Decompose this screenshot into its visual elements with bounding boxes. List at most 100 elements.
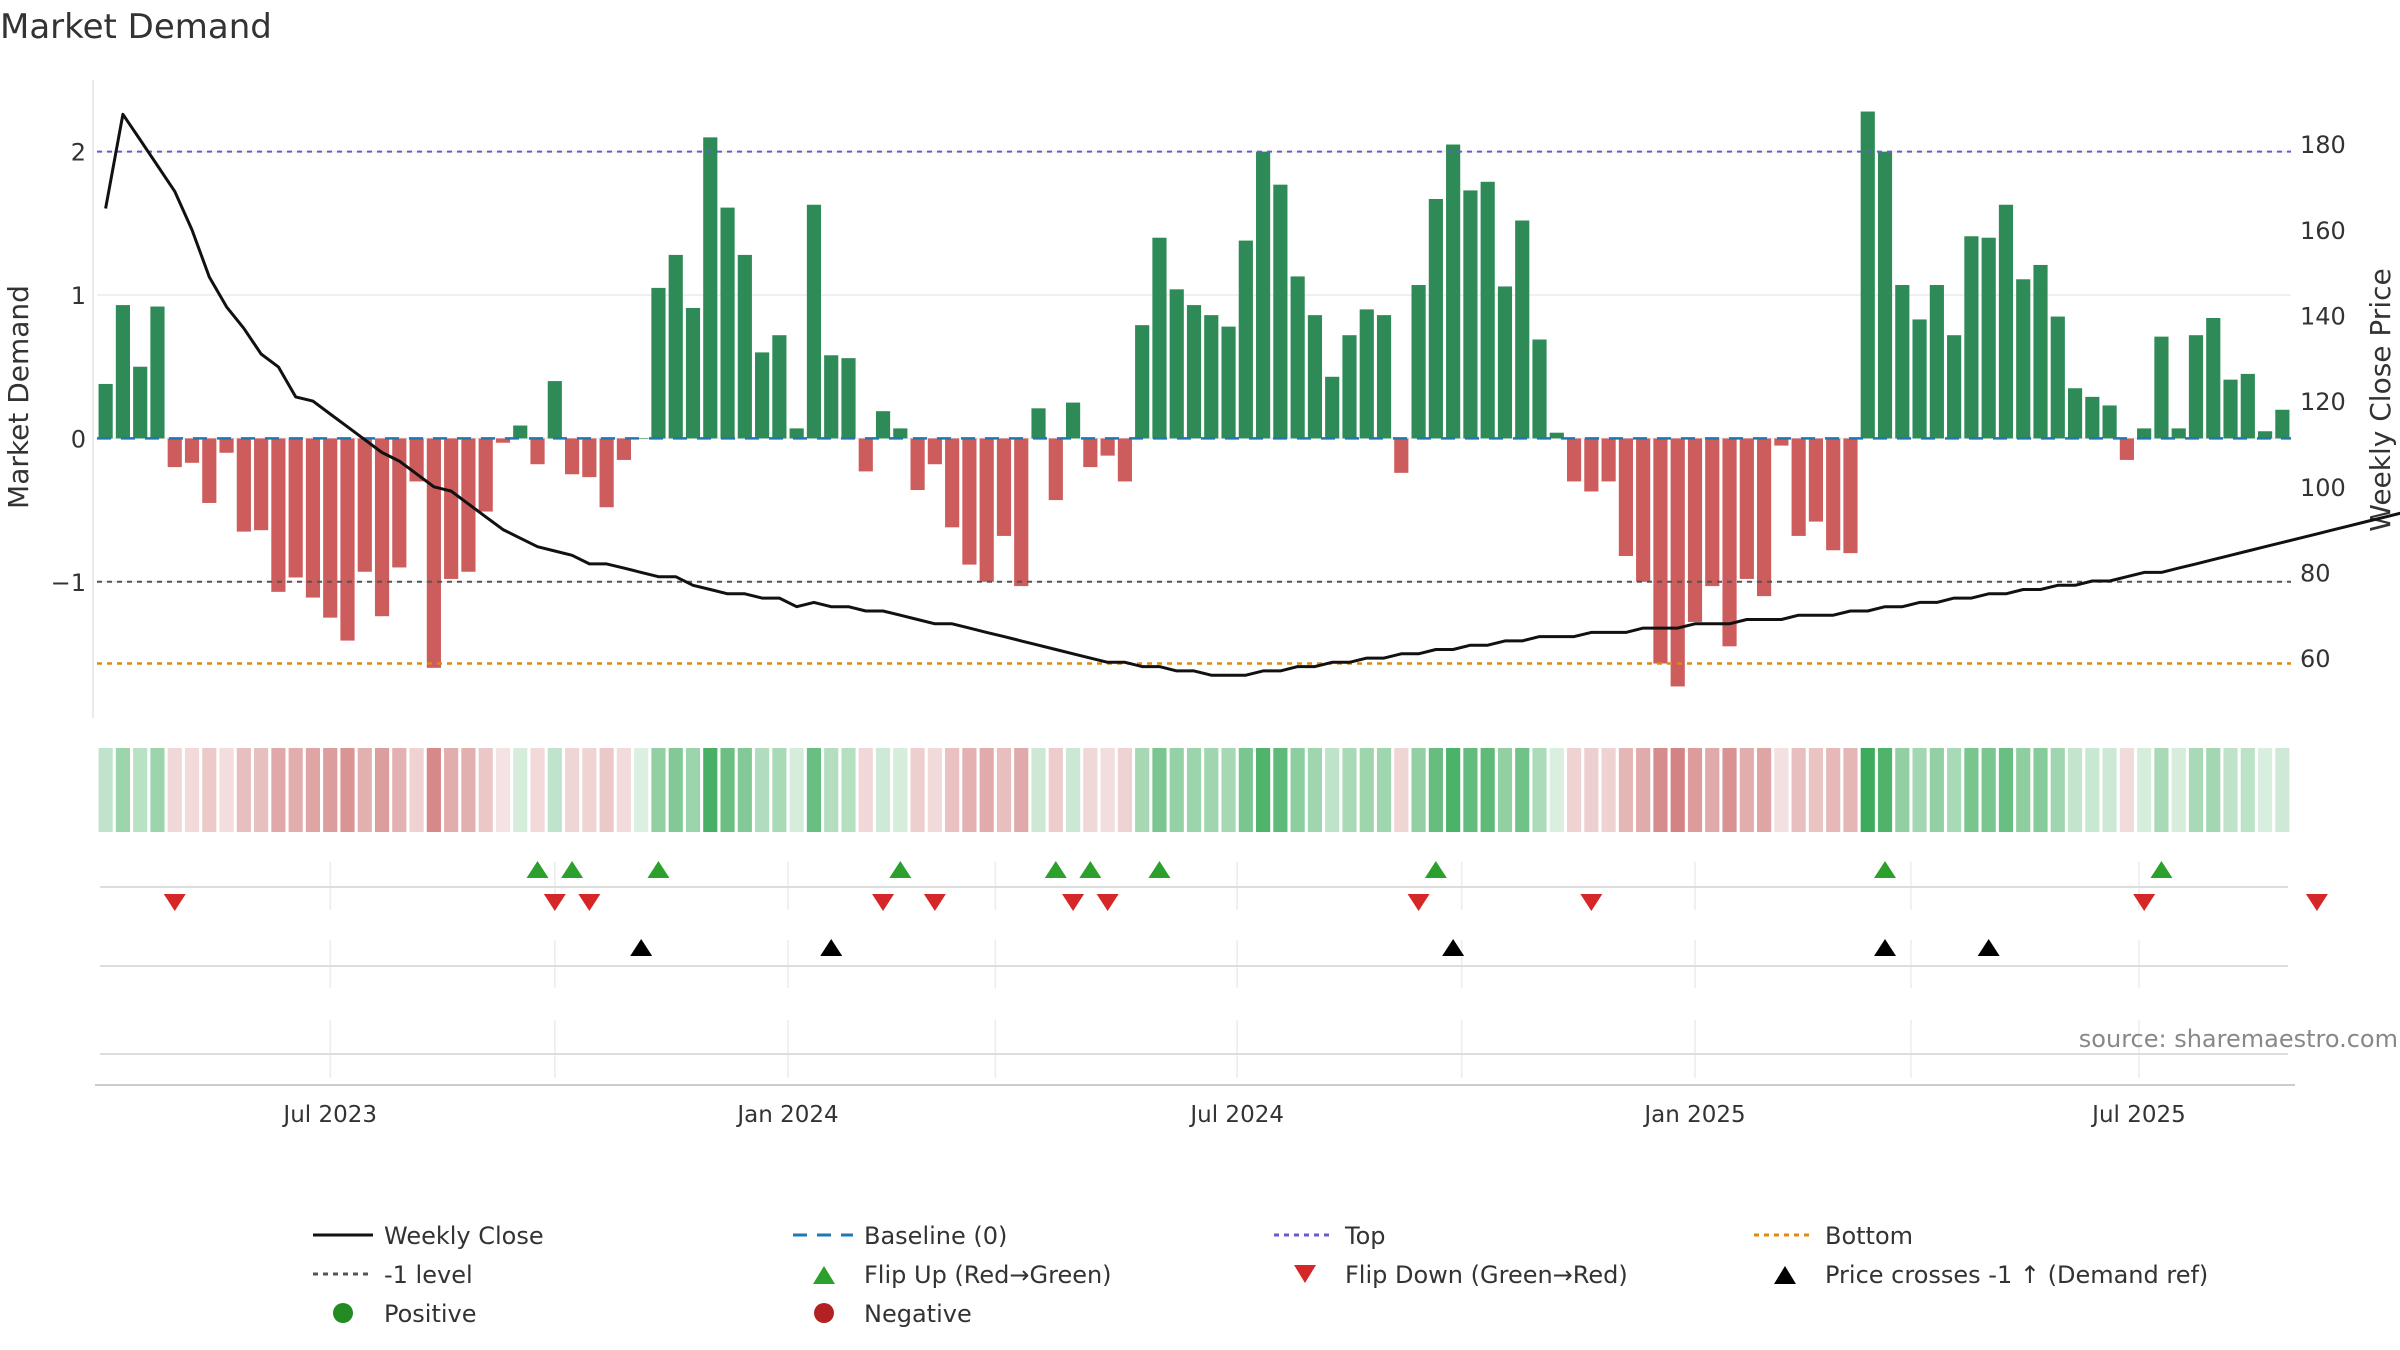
heat-cell xyxy=(254,748,269,832)
heat-cell xyxy=(1877,748,1893,832)
heat-cell xyxy=(720,748,735,832)
heat-cell xyxy=(910,748,925,832)
demand-bar xyxy=(357,438,372,572)
heat-cell xyxy=(1290,748,1305,832)
demand-bar xyxy=(910,438,925,491)
heat-cell xyxy=(271,748,286,832)
heat-cell xyxy=(1757,748,1772,832)
heat-cell xyxy=(133,748,148,832)
demand-bar xyxy=(2085,396,2100,439)
demand-bar xyxy=(841,358,856,439)
x-tick-label: Jul 2025 xyxy=(2090,1102,2186,1128)
heat-cell xyxy=(1273,748,1288,832)
flip-down-marker xyxy=(2133,894,2156,911)
heat-cell xyxy=(945,748,960,832)
left-y-tick-label: −1 xyxy=(51,569,86,597)
demand-bar xyxy=(893,428,908,439)
demand-bar xyxy=(495,438,511,443)
demand-bar xyxy=(1273,184,1288,439)
flip-up-marker xyxy=(1874,861,1897,878)
heat-cell xyxy=(1549,748,1564,832)
demand-bar xyxy=(2171,428,2186,439)
heat-cell xyxy=(1376,748,1392,832)
heat-cell xyxy=(565,748,580,832)
heat-cell xyxy=(1584,748,1599,832)
demand-bar xyxy=(1653,438,1668,664)
flip-up-marker xyxy=(1079,861,1102,878)
left-y-tick-label: 0 xyxy=(71,425,86,453)
demand-bar xyxy=(2016,279,2031,439)
x-tick-label: Jul 2024 xyxy=(1188,1102,1284,1128)
demand-bar xyxy=(1428,199,1443,439)
heat-cell xyxy=(1100,748,1115,832)
demand-bar xyxy=(1912,319,1927,439)
legend-negative-label: Negative xyxy=(864,1300,972,1328)
heat-cell xyxy=(1670,748,1685,832)
heat-cell xyxy=(703,748,718,832)
heat-cell xyxy=(1532,748,1547,832)
demand-bar xyxy=(1687,438,1703,622)
left-y-tick-label: 1 xyxy=(71,282,86,310)
demand-bar xyxy=(1325,376,1340,439)
heat-cell xyxy=(1394,748,1409,832)
demand-bar xyxy=(565,438,580,475)
heat-cell xyxy=(2223,748,2238,832)
heat-cell xyxy=(478,748,493,832)
flip-down-marker xyxy=(2305,894,2328,911)
demand-bar xyxy=(651,287,666,439)
demand-bar xyxy=(806,204,822,439)
demand-bar xyxy=(1411,285,1426,439)
demand-bar xyxy=(1186,305,1202,439)
demand-bar xyxy=(2206,318,2221,439)
heat-cell xyxy=(530,748,545,832)
demand-bar xyxy=(1117,438,1132,482)
demand-bar xyxy=(1739,438,1754,579)
heat-cell xyxy=(1359,748,1374,832)
demand-bar xyxy=(115,305,130,439)
demand-bar xyxy=(789,428,804,439)
demand-bar xyxy=(478,438,493,512)
demand-bar xyxy=(755,352,770,439)
flip-up-marker xyxy=(561,861,584,878)
heat-cell xyxy=(1428,748,1443,832)
heat-cell xyxy=(634,748,649,832)
heat-cell xyxy=(202,748,217,832)
heat-cell xyxy=(772,748,787,832)
heat-cell xyxy=(1325,748,1340,832)
demand-bar xyxy=(1221,326,1236,439)
heat-cell xyxy=(841,748,856,832)
heat-cell xyxy=(1446,748,1461,832)
demand-bar xyxy=(184,438,200,463)
demand-bar xyxy=(1601,438,1616,482)
heat-cell xyxy=(1722,748,1737,832)
demand-bar xyxy=(1774,438,1789,446)
source-note: source: sharemaestro.com xyxy=(2079,1025,2398,1053)
demand-bar xyxy=(685,307,701,439)
demand-bar xyxy=(1998,204,2014,439)
heat-cell xyxy=(2119,748,2134,832)
heat-cell xyxy=(323,748,338,832)
demand-bar xyxy=(599,438,614,508)
left-y-axis-label: Market Demand xyxy=(2,285,35,509)
legend-positive-label: Positive xyxy=(384,1300,477,1328)
demand-bar xyxy=(1204,315,1219,439)
legend: Weekly Close Baseline (0) Top Bottom -1 … xyxy=(313,1222,2208,1328)
x-tick-label: Jan 2025 xyxy=(1642,1102,1745,1128)
flip-up-marker xyxy=(889,861,912,878)
demand-bar xyxy=(1705,438,1720,587)
heat-cell xyxy=(1843,748,1858,832)
heat-cell xyxy=(1238,748,1253,832)
demand-bar xyxy=(1014,438,1029,587)
heat-cell xyxy=(495,748,511,832)
heat-cell xyxy=(1307,748,1323,832)
demand-bar xyxy=(875,411,891,439)
demand-bar xyxy=(150,306,165,439)
demand-bar xyxy=(1929,285,1944,439)
heat-cell xyxy=(1048,748,1063,832)
heat-cell xyxy=(1912,748,1927,832)
x-tick-label: Jul 2023 xyxy=(281,1102,377,1128)
heat-cell xyxy=(444,748,459,832)
demand-bar xyxy=(167,438,182,468)
demand-bar xyxy=(1843,438,1858,554)
demand-bar xyxy=(1808,438,1824,522)
